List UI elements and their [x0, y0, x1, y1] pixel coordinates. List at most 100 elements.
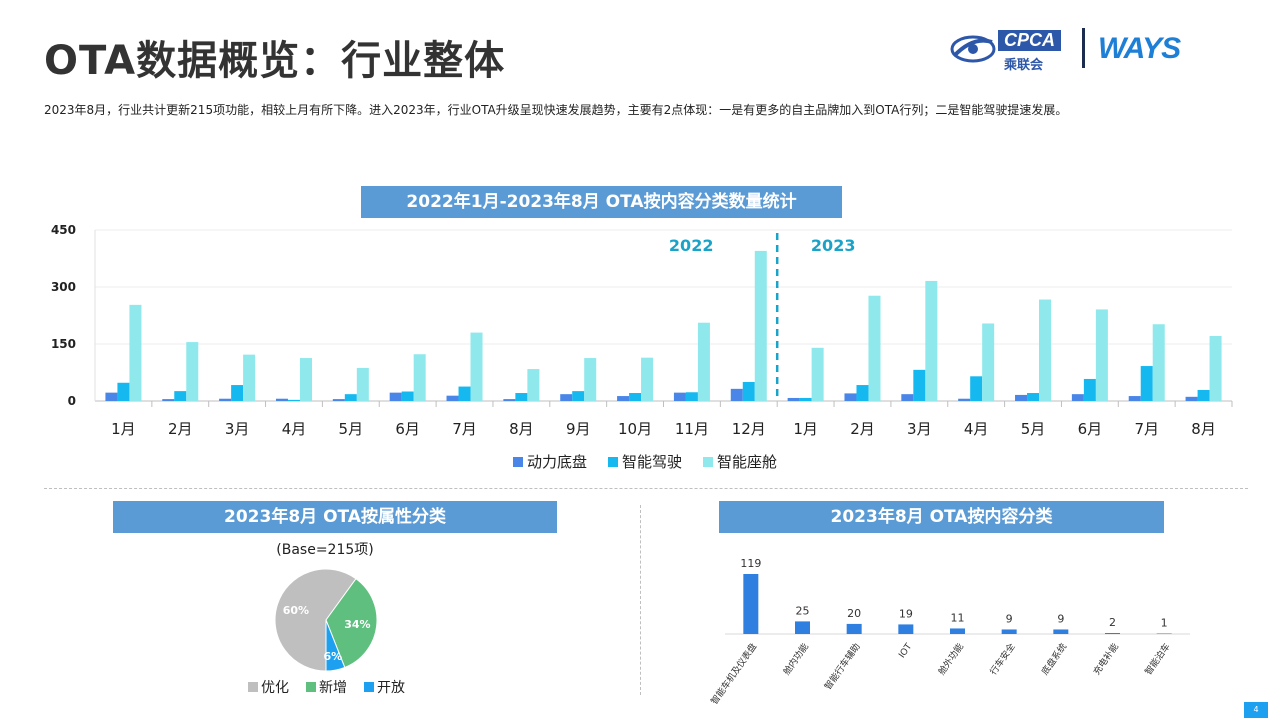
content-category-label: 底盘系统: [1039, 641, 1069, 677]
x-tick-label: 12月: [732, 420, 766, 438]
x-tick-label: 6月: [1078, 420, 1103, 438]
x-tick-label: 2月: [168, 420, 193, 438]
logo-divider: [1082, 28, 1085, 68]
y-tick-label: 150: [51, 337, 76, 351]
pie-slice: [325, 619, 346, 672]
bar-powertrain: [560, 394, 573, 401]
bar-cockpit: [697, 322, 710, 401]
bar-adas: [970, 376, 983, 401]
content-bar-value: 11: [951, 611, 965, 624]
section-divider: [44, 488, 1248, 489]
x-tick-label: 5月: [1021, 420, 1046, 438]
x-tick-label: 9月: [566, 420, 591, 438]
content-bar-value: 20: [847, 607, 861, 620]
y-tick-label: 0: [68, 394, 76, 408]
bar-powertrain: [219, 398, 232, 401]
bar-powertrain: [389, 392, 402, 401]
legend-label: 智能驾驶: [622, 453, 682, 471]
bar-adas: [1197, 389, 1210, 401]
legend-swatch: [703, 457, 713, 467]
x-tick-label: 1月: [111, 420, 136, 438]
y-tick-label: 300: [51, 280, 76, 294]
pie-slice-label: 34%: [344, 618, 370, 631]
page-subtitle: 2023年8月，行业共计更新215项功能，相较上月有所下降。进入2023年，行业…: [44, 103, 1068, 117]
bar-powertrain: [162, 399, 175, 401]
pie-legend-swatch: [306, 682, 316, 692]
pie-legend-label: 优化: [261, 680, 289, 696]
bar-adas: [856, 385, 869, 401]
content-category-label: 舱外功能: [935, 641, 965, 677]
content-bar: [950, 628, 965, 634]
content-category-label: 智能车机及仪表盘: [708, 641, 759, 707]
content-category-label: 行车安全: [987, 641, 1017, 677]
content-bar: [1053, 629, 1069, 634]
bar-adas: [572, 391, 585, 401]
x-tick-label: 1月: [793, 420, 818, 438]
bar-adas: [1083, 378, 1096, 401]
attribute-pie-chart: (Base=215项) 60% 34% 6% 优化 新增 开放: [248, 542, 405, 696]
bar-adas: [1140, 366, 1153, 401]
bar-cockpit: [1095, 309, 1108, 401]
content-bar-value: 25: [796, 604, 810, 617]
content-bar: [1001, 629, 1017, 634]
bar-adas: [401, 391, 414, 401]
legend-label: 智能座舱: [717, 453, 777, 471]
bar-adas: [287, 399, 300, 401]
pie-legend-swatch: [364, 682, 374, 692]
x-tick-label: 2月: [850, 420, 875, 438]
bar-adas: [1027, 393, 1040, 401]
pie-slice-label: 6%: [324, 650, 343, 663]
page-title: OTA数据概览：行业整体: [44, 38, 506, 84]
x-tick-label: 3月: [907, 420, 932, 438]
x-tick-label: 10月: [618, 420, 652, 438]
bar-cockpit: [186, 342, 199, 401]
bar-powertrain: [1071, 394, 1084, 401]
content-bar: [898, 624, 914, 634]
bar-powertrain: [1015, 394, 1028, 401]
bar-powertrain: [275, 398, 288, 401]
bar-cockpit: [1039, 299, 1052, 401]
x-tick-label: 3月: [225, 420, 250, 438]
bar-cockpit: [811, 347, 824, 401]
bar-adas: [174, 391, 187, 401]
x-tick-label: 8月: [1191, 420, 1216, 438]
pie-slice-label: 60%: [283, 604, 309, 617]
monthly-chart: 0 150 300 450 1月 2月 3月 4月 5月 6月 7月 8月 9月 10月 11月 12月 1月 2…: [51, 223, 1233, 471]
bar-adas: [117, 382, 130, 401]
pie-legend-label: 新增: [319, 680, 347, 696]
bar-adas: [344, 394, 357, 401]
pie-base-label: (Base=215项): [276, 542, 373, 558]
content-bar: [743, 574, 759, 634]
bar-powertrain: [1128, 396, 1141, 401]
x-tick-label: 7月: [452, 420, 477, 438]
content-category-label: 智能行车辅助: [822, 641, 863, 692]
bar-cockpit: [641, 357, 654, 401]
bar-adas: [685, 392, 698, 401]
bar-adas: [913, 369, 926, 401]
bar-powertrain: [503, 399, 516, 401]
content-bar-value: 9: [1057, 612, 1064, 625]
year-label-2022: 2022: [669, 236, 714, 255]
content-bar: [795, 621, 810, 634]
x-tick-label: 5月: [339, 420, 364, 438]
bar-powertrain: [332, 399, 345, 401]
cpca-emblem-icon: [950, 35, 996, 63]
monthly-chart-header: 2022年1月-2023年8月 OTA按内容分类数量统计: [361, 186, 842, 218]
year-label-2023: 2023: [811, 236, 856, 255]
bar-powertrain: [730, 388, 743, 401]
cpca-logo-subtext: 乘联会: [1004, 58, 1044, 73]
bar-cockpit: [527, 369, 540, 401]
bar-cockpit: [413, 354, 426, 401]
bar-cockpit: [356, 367, 369, 401]
bar-cockpit: [982, 323, 995, 401]
bar-cockpit: [243, 354, 256, 401]
bar-adas: [515, 393, 528, 401]
bar-cockpit: [299, 358, 312, 401]
bar-adas: [231, 385, 244, 401]
bar-powertrain: [901, 394, 914, 401]
cpca-logo-text: CPCA: [998, 30, 1062, 51]
ways-logo: WAYS: [1098, 32, 1181, 65]
bar-powertrain: [844, 393, 857, 401]
content-bar: [846, 623, 862, 634]
content-bar-value: 9: [1006, 612, 1013, 625]
